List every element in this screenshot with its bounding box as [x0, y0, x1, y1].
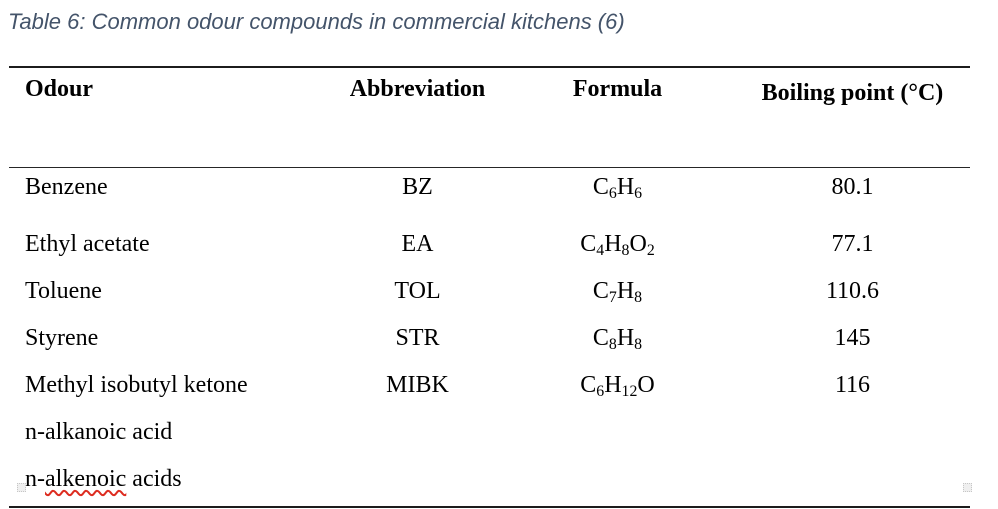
cell-formula: C6H12O [580, 371, 655, 400]
table-handle-artifact-right [963, 483, 972, 492]
table-header-row: Odour Abbreviation Formula Boiling point… [9, 67, 970, 168]
table-caption: Table 6: Common odour compounds in comme… [8, 9, 625, 34]
col-header-odour: Odour [9, 67, 335, 168]
cell-abbreviation: TOL [394, 277, 441, 304]
misspelled-word: alkenoic [45, 465, 127, 492]
cell-abbreviation [335, 460, 500, 507]
cell-boiling-point: 80.1 [831, 174, 874, 200]
table-row: Styrene STR C8H8 145 [9, 319, 970, 366]
cell-abbreviation: STR [395, 324, 440, 351]
cell-odour: Ethyl acetate [25, 230, 150, 257]
cell-formula: C7H8 [592, 277, 643, 306]
cell-odour: Methyl isobutyl ketone [25, 371, 248, 398]
table-row: Toluene TOL C7H8 110.6 [9, 272, 970, 319]
cell-odour: n-alkenoic acids [9, 460, 335, 507]
odour-compounds-table: Odour Abbreviation Formula Boiling point… [9, 66, 970, 508]
cell-boiling-point: 145 [834, 324, 871, 351]
table-row: n-alkanoic acid [9, 413, 970, 460]
cell-abbreviation: BZ [402, 174, 433, 200]
table-row: n-alkenoic acids [9, 460, 970, 507]
table-handle-artifact-left [17, 483, 26, 492]
table-row: Methyl isobutyl ketone MIBK C6H12O 116 [9, 366, 970, 413]
cell-odour: Benzene [25, 174, 108, 200]
col-header-formula: Formula [500, 67, 735, 168]
cell-boiling-point: 110.6 [825, 277, 880, 304]
cell-odour: Styrene [25, 324, 99, 351]
col-header-boiling-point: Boiling point (°C) [735, 67, 970, 168]
cell-boiling-point [735, 460, 970, 507]
cell-odour: n-alkanoic acid [25, 418, 173, 445]
cell-odour: Toluene [25, 277, 102, 304]
cell-formula [500, 460, 735, 507]
table-row: Ethyl acetate EA C4H8O2 77.1 [9, 225, 970, 272]
col-header-abbreviation: Abbreviation [335, 67, 500, 168]
cell-formula: C6H6 [592, 174, 643, 203]
cell-formula: C4H8O2 [580, 230, 655, 259]
cell-abbreviation: EA [401, 230, 434, 257]
cell-boiling-point: 77.1 [831, 230, 874, 257]
cell-formula: C8H8 [592, 324, 643, 353]
cell-boiling-point: 116 [834, 371, 871, 398]
cell-formula [500, 413, 735, 460]
cell-abbreviation [335, 413, 500, 460]
cell-abbreviation: MIBK [386, 371, 449, 398]
odour-text-prefix: n- [25, 465, 45, 492]
odour-text-suffix: acids [126, 465, 182, 492]
table-row: Benzene BZ C6H6 80.1 [9, 168, 970, 225]
cell-boiling-point [735, 413, 970, 460]
